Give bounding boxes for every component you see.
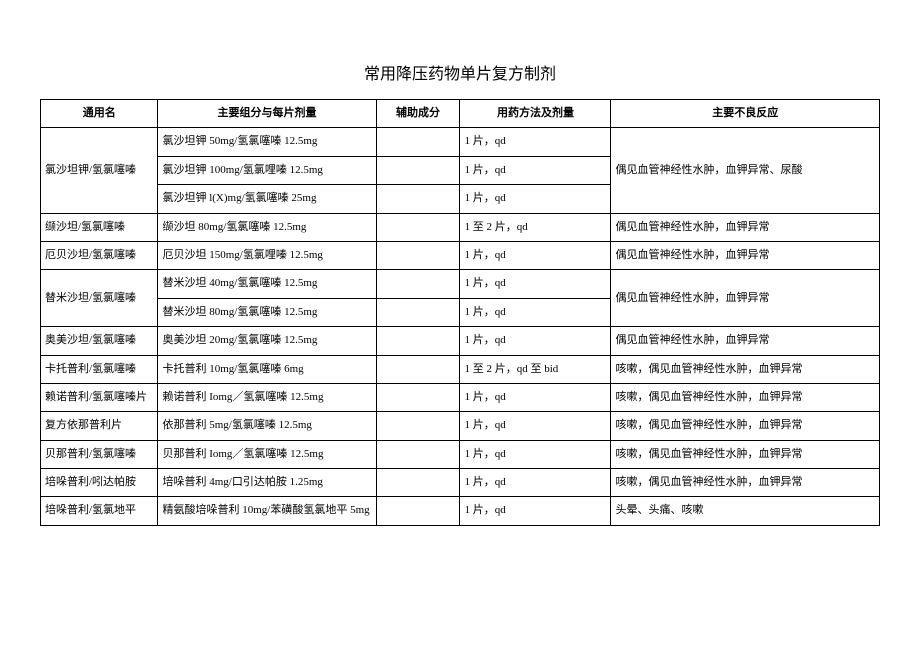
cell-reaction: 咳嗽，偶见血管神经性水肿，血钾异常 xyxy=(611,355,880,383)
cell-reaction: 偶见血管神经性水肿，血钾异常 xyxy=(611,213,880,241)
cell-dosage: 1 片，qd xyxy=(460,156,611,184)
cell-dosage: 1 片，qd xyxy=(460,383,611,411)
cell-name: 厄贝沙坦/氢氯噻嗪 xyxy=(41,241,158,269)
cell-ingredient: 卡托普利 10mg/氢氯噻嗪 6mg xyxy=(158,355,376,383)
table-row: 缬沙坦/氢氯噻嗪 缬沙坦 80mg/氢氯噻嗪 12.5mg 1 至 2 片，qd… xyxy=(41,213,880,241)
cell-aux xyxy=(376,383,460,411)
table-row: 卡托普利/氢氯噻嗪 卡托普利 10mg/氢氯噻嗪 6mg 1 至 2 片，qd … xyxy=(41,355,880,383)
cell-reaction: 咳嗽，偶见血管神经性水肿，血钾异常 xyxy=(611,440,880,468)
cell-name: 复方依那普利片 xyxy=(41,412,158,440)
table-row: 厄贝沙坦/氢氯噻嗪 厄贝沙坦 150mg/氢氯哩嗪 12.5mg 1 片，qd … xyxy=(41,241,880,269)
cell-ingredient: 氯沙坦钾 50mg/氢氯噻嗪 12.5mg xyxy=(158,128,376,156)
cell-reaction: 咳嗽，偶见血管神经性水肿，血钾异常 xyxy=(611,412,880,440)
cell-aux xyxy=(376,270,460,298)
cell-dosage: 1 片，qd xyxy=(460,469,611,497)
table-header-row: 通用名 主要组分与每片剂量 辅助成分 用药方法及剂量 主要不良反应 xyxy=(41,100,880,128)
cell-ingredient: 依那普利 5mg/氢氯噻嗪 12.5mg xyxy=(158,412,376,440)
table-row: 复方依那普利片 依那普利 5mg/氢氯噻嗪 12.5mg 1 片，qd 咳嗽，偶… xyxy=(41,412,880,440)
cell-ingredient: 奥美沙坦 20mg/氢氯噻嗪 12.5mg xyxy=(158,327,376,355)
cell-name: 替米沙坦/氢氯噻嗪 xyxy=(41,270,158,327)
cell-reaction: 偶见血管神经性水肿，血钾异常 xyxy=(611,270,880,327)
cell-reaction: 偶见血管神经性水肿，血钾异常 xyxy=(611,327,880,355)
cell-ingredient: 精氨酸培哚普利 10mg/苯磺酸氢氯地平 5mg xyxy=(158,497,376,525)
cell-dosage: 1 至 2 片，qd 至 bid xyxy=(460,355,611,383)
cell-aux xyxy=(376,241,460,269)
cell-dosage: 1 片，qd xyxy=(460,412,611,440)
table-row: 培哚普利/氢氯地平 精氨酸培哚普利 10mg/苯磺酸氢氯地平 5mg 1 片，q… xyxy=(41,497,880,525)
cell-dosage: 1 片，qd xyxy=(460,440,611,468)
cell-reaction: 咳嗽，偶见血管神经性水肿，血钾异常 xyxy=(611,383,880,411)
cell-name: 缬沙坦/氢氯噻嗪 xyxy=(41,213,158,241)
page-title: 常用降压药物单片复方制剂 xyxy=(40,60,880,84)
table-row: 奥美沙坦/氢氯噻嗪 奥美沙坦 20mg/氢氯噻嗪 12.5mg 1 片，qd 偶… xyxy=(41,327,880,355)
cell-ingredient: 赖诺普利 Iomg／氢氯噻嗪 12.5mg xyxy=(158,383,376,411)
cell-dosage: 1 片，qd xyxy=(460,241,611,269)
header-reaction: 主要不良反应 xyxy=(611,100,880,128)
cell-name: 奥美沙坦/氢氯噻嗪 xyxy=(41,327,158,355)
cell-ingredient: 替米沙坦 40mg/氢氯噻嗪 12.5mg xyxy=(158,270,376,298)
cell-reaction: 偶见血管神经性水肿，血钾异常 xyxy=(611,241,880,269)
table-row: 氯沙坦钾/氢氯噻嗪 氯沙坦钾 50mg/氢氯噻嗪 12.5mg 1 片，qd 偶… xyxy=(41,128,880,156)
cell-name: 培哚普利/吲达帕胺 xyxy=(41,469,158,497)
table-row: 贝那普利/氢氯噻嗪 贝那普利 Iomg／氢氯噻嗪 12.5mg 1 片，qd 咳… xyxy=(41,440,880,468)
cell-dosage: 1 片，qd xyxy=(460,327,611,355)
cell-name: 卡托普利/氢氯噻嗪 xyxy=(41,355,158,383)
cell-aux xyxy=(376,327,460,355)
cell-aux xyxy=(376,128,460,156)
header-aux: 辅助成分 xyxy=(376,100,460,128)
cell-dosage: 1 片，qd xyxy=(460,270,611,298)
cell-aux xyxy=(376,440,460,468)
drug-table: 通用名 主要组分与每片剂量 辅助成分 用药方法及剂量 主要不良反应 氯沙坦钾/氢… xyxy=(40,99,880,526)
cell-ingredient: 替米沙坦 80mg/氢氯噻嗪 12.5mg xyxy=(158,298,376,326)
cell-aux xyxy=(376,469,460,497)
table-row: 培哚普利/吲达帕胺 培哚普利 4mg/口引达帕胺 1.25mg 1 片，qd 咳… xyxy=(41,469,880,497)
cell-ingredient: 氯沙坦钾 l(X)mg/氢氯噻嗪 25mg xyxy=(158,185,376,213)
cell-aux xyxy=(376,355,460,383)
cell-name: 培哚普利/氢氯地平 xyxy=(41,497,158,525)
cell-aux xyxy=(376,412,460,440)
header-dosage: 用药方法及剂量 xyxy=(460,100,611,128)
cell-aux xyxy=(376,213,460,241)
cell-aux xyxy=(376,298,460,326)
table-row: 赖诺普利/氢氯噻嗪片 赖诺普利 Iomg／氢氯噻嗪 12.5mg 1 片，qd … xyxy=(41,383,880,411)
cell-ingredient: 氯沙坦钾 100mg/氢氯哩嗪 12.5mg xyxy=(158,156,376,184)
cell-dosage: 1 片，qd xyxy=(460,128,611,156)
cell-dosage: 1 至 2 片，qd xyxy=(460,213,611,241)
cell-dosage: 1 片，qd xyxy=(460,497,611,525)
cell-dosage: 1 片，qd xyxy=(460,298,611,326)
cell-reaction: 偶见血管神经性水肿，血钾异常、尿酸 xyxy=(611,128,880,213)
cell-aux xyxy=(376,156,460,184)
table-row: 替米沙坦/氢氯噻嗪 替米沙坦 40mg/氢氯噻嗪 12.5mg 1 片，qd 偶… xyxy=(41,270,880,298)
cell-aux xyxy=(376,185,460,213)
cell-ingredient: 缬沙坦 80mg/氢氯噻嗪 12.5mg xyxy=(158,213,376,241)
cell-name: 赖诺普利/氢氯噻嗪片 xyxy=(41,383,158,411)
cell-aux xyxy=(376,497,460,525)
cell-reaction: 咳嗽，偶见血管神经性水肿，血钾异常 xyxy=(611,469,880,497)
cell-ingredient: 培哚普利 4mg/口引达帕胺 1.25mg xyxy=(158,469,376,497)
cell-ingredient: 贝那普利 Iomg／氢氯噻嗪 12.5mg xyxy=(158,440,376,468)
cell-ingredient: 厄贝沙坦 150mg/氢氯哩嗪 12.5mg xyxy=(158,241,376,269)
cell-reaction: 头晕、头痛、咳嗽 xyxy=(611,497,880,525)
cell-name: 贝那普利/氢氯噻嗪 xyxy=(41,440,158,468)
cell-dosage: 1 片，qd xyxy=(460,185,611,213)
cell-name: 氯沙坦钾/氢氯噻嗪 xyxy=(41,128,158,213)
header-name: 通用名 xyxy=(41,100,158,128)
header-ingredient: 主要组分与每片剂量 xyxy=(158,100,376,128)
